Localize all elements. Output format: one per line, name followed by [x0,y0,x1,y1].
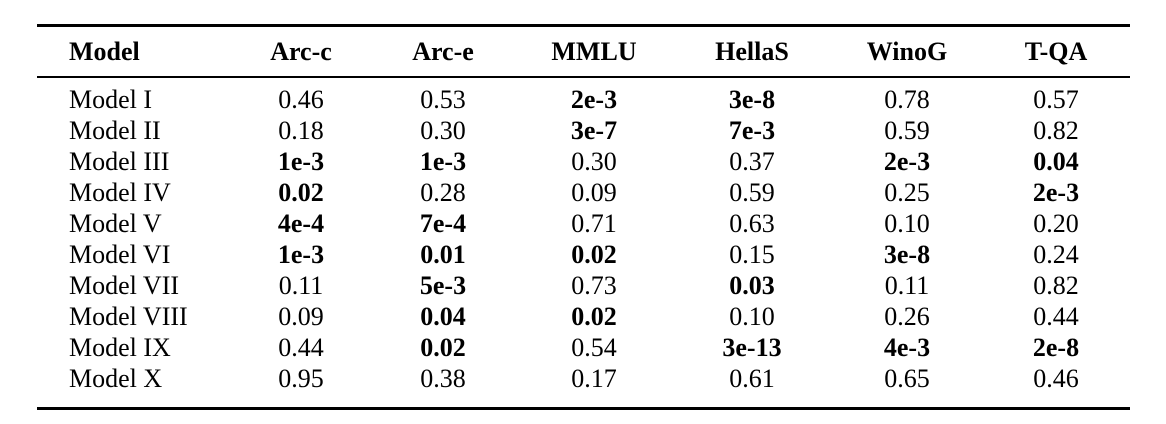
table-row: Model VI 1e-3 0.01 0.02 0.15 3e-8 0.24 [37,239,1130,270]
value-cell: 0.02 [420,333,466,362]
table-row: Model IX 0.44 0.02 0.54 3e-13 4e-3 2e-8 [37,332,1130,363]
value-cell: 0.11 [884,271,930,300]
value-cell: 0.04 [1033,147,1079,176]
model-name-cell: Model I [69,85,153,114]
value-cell: 0.57 [1033,85,1079,114]
value-cell: 5e-3 [419,271,467,300]
column-header-t-qa: T-QA [1024,36,1088,66]
value-cell: 0.59 [884,116,930,145]
model-name-cell: Model VII [69,271,180,300]
value-cell: 0.15 [729,240,775,269]
model-name-cell: Model II [69,116,161,145]
value-cell: 0.82 [1033,271,1079,300]
value-cell: 0.20 [1033,209,1079,238]
value-cell: 0.10 [884,209,930,238]
value-cell: 1e-3 [277,240,325,269]
model-name-cell: Model IX [69,333,171,362]
value-cell: 0.18 [278,116,324,145]
value-cell: 0.54 [571,333,617,362]
value-cell: 0.24 [1033,240,1079,269]
table-body: Model I 0.46 0.53 2e-3 3e-8 0.78 0.57 Model II 0… [37,77,1130,409]
table-row: Model III 1e-3 1e-3 0.30 0.37 2e-3 0.04 [37,146,1130,177]
table-row: Model II 0.18 0.30 3e-7 7e-3 0.59 0.82 [37,115,1130,146]
value-cell: 0.65 [884,364,930,393]
value-cell: 4e-3 [883,333,931,362]
value-cell: 0.71 [571,209,617,238]
model-name-cell: Model X [69,364,163,393]
table-row: Model X 0.95 0.38 0.17 0.61 0.65 0.46 [37,363,1130,409]
value-cell: 0.61 [729,364,775,393]
column-header-mmlu: MMLU [551,36,637,66]
column-header-model: Model [69,36,140,66]
value-cell: 0.26 [884,302,930,331]
table-row: Model VIII 0.09 0.04 0.02 0.10 0.26 0.44 [37,301,1130,332]
results-table: Model Arc-c Arc-e MMLU HellaS WinoG T-QA Model… [37,24,1130,410]
table-row: Model IV 0.02 0.28 0.09 0.59 0.25 2e-3 [37,177,1130,208]
value-cell: 2e-3 [883,147,931,176]
column-header-arc-c: Arc-c [270,36,332,66]
model-name-cell: Model VI [69,240,171,269]
value-cell: 3e-13 [722,333,782,362]
value-cell: 0.59 [729,178,775,207]
value-cell: 0.44 [278,333,324,362]
value-cell: 0.78 [884,85,930,114]
value-cell: 0.44 [1033,302,1079,331]
value-cell: 0.09 [278,302,324,331]
model-name-cell: Model IV [69,178,171,207]
value-cell: 3e-8 [728,85,776,114]
value-cell: 2e-8 [1032,333,1080,362]
value-cell: 7e-3 [728,116,776,145]
value-cell: 2e-3 [1032,178,1080,207]
table-row: Model V 4e-4 7e-4 0.71 0.63 0.10 0.20 [37,208,1130,239]
value-cell: 0.30 [571,147,617,176]
value-cell: 0.53 [420,85,466,114]
value-cell: 0.37 [729,147,775,176]
model-name-cell: Model III [69,147,170,176]
value-cell: 0.30 [420,116,466,145]
value-cell: 0.82 [1033,116,1079,145]
value-cell: 1e-3 [419,147,467,176]
value-cell: 0.11 [278,271,324,300]
column-header-winog: WinoG [866,36,948,66]
value-cell: 0.02 [571,302,617,331]
value-cell: 0.02 [278,178,324,207]
value-cell: 0.10 [729,302,775,331]
value-cell: 0.95 [278,364,324,393]
model-name-cell: Model V [69,209,162,238]
column-header-arc-e: Arc-e [412,36,474,66]
value-cell: 0.03 [729,271,775,300]
value-cell: 0.25 [884,178,930,207]
value-cell: 7e-4 [419,209,467,238]
value-cell: 0.02 [571,240,617,269]
value-cell: 0.09 [571,178,617,207]
value-cell: 0.63 [729,209,775,238]
value-cell: 0.73 [571,271,617,300]
value-cell: 4e-4 [277,209,325,238]
table-row: Model VII 0.11 5e-3 0.73 0.03 0.11 0.82 [37,270,1130,301]
value-cell: 3e-8 [883,240,931,269]
value-cell: 0.17 [571,364,617,393]
value-cell: 0.01 [420,240,466,269]
value-cell: 0.28 [420,178,466,207]
model-name-cell: Model VIII [69,302,188,331]
value-cell: 2e-3 [570,85,618,114]
value-cell: 3e-7 [570,116,618,145]
value-cell: 0.46 [278,85,324,114]
column-header-hellas: HellaS [715,36,789,66]
value-cell: 1e-3 [277,147,325,176]
header-row: Model Arc-c Arc-e MMLU HellaS WinoG T-QA [37,26,1130,77]
value-cell: 0.04 [420,302,466,331]
table-row: Model I 0.46 0.53 2e-3 3e-8 0.78 0.57 [37,77,1130,115]
value-cell: 0.46 [1033,364,1079,393]
table-header: Model Arc-c Arc-e MMLU HellaS WinoG T-QA [37,26,1130,77]
value-cell: 0.38 [420,364,466,393]
